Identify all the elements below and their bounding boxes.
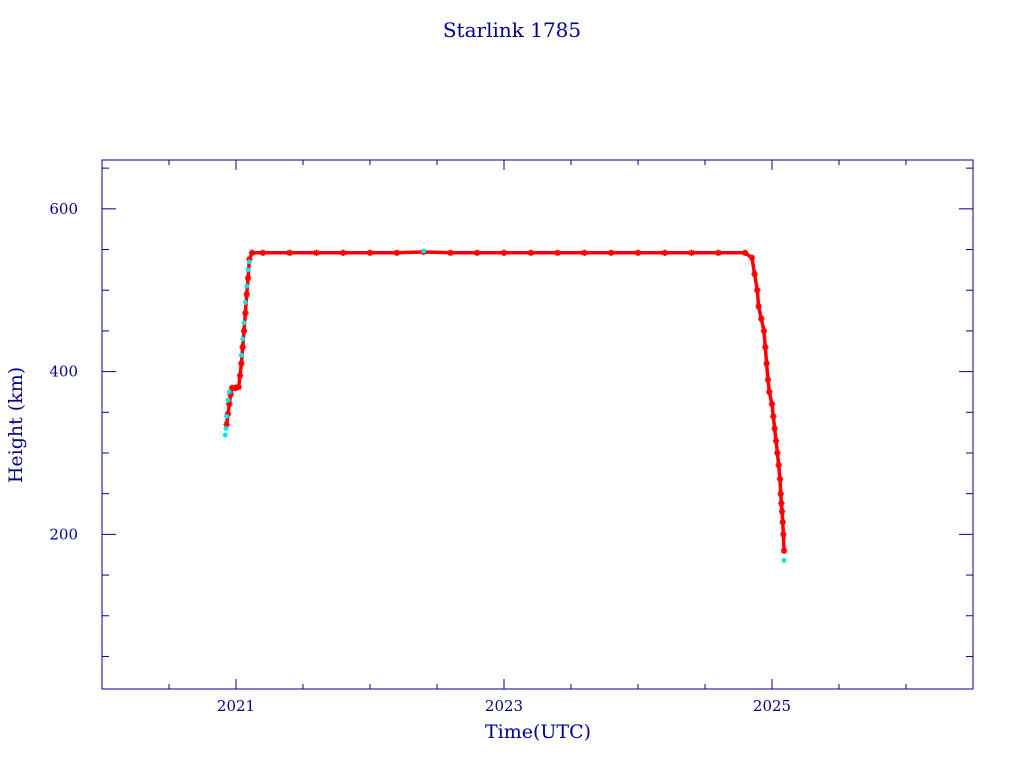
data-point-secondary <box>781 558 787 563</box>
x-tick-label: 2021 <box>217 697 255 715</box>
data-point-main <box>366 249 374 256</box>
data-point-main <box>581 249 588 256</box>
data-point-main <box>754 287 761 294</box>
data-point-secondary <box>225 397 231 403</box>
data-point-main <box>768 400 776 408</box>
data-point-main <box>776 475 784 483</box>
data-point-main <box>259 249 266 256</box>
data-point-secondary <box>226 389 232 395</box>
y-tick-label: 400 <box>49 363 78 381</box>
data-point-main <box>755 303 762 310</box>
y-tick-label: 600 <box>49 200 78 218</box>
data-point-main <box>688 249 695 256</box>
data-point-main <box>751 270 758 278</box>
data-point-main <box>242 309 249 317</box>
data-point-main <box>774 449 781 457</box>
data-point-main <box>772 437 780 444</box>
data-point-secondary <box>241 320 247 326</box>
data-point-main <box>500 249 508 256</box>
y-axis-label: Height (km) <box>5 367 27 483</box>
data-point-main <box>474 249 481 256</box>
data-point-main <box>771 425 778 432</box>
data-point-main <box>232 384 240 392</box>
data-point-secondary <box>242 300 248 305</box>
data-point-main <box>778 500 785 507</box>
data-point-secondary <box>240 336 246 342</box>
data-point-main <box>236 372 244 379</box>
data-point-main <box>393 249 400 256</box>
data-point-main <box>226 400 233 408</box>
data-point-secondary <box>244 283 250 289</box>
data-point-main <box>770 413 777 420</box>
data-point-main <box>223 421 230 428</box>
data-point-main <box>766 388 773 396</box>
data-point-main <box>608 249 615 256</box>
x-axis-label: Time(UTC) <box>485 721 591 743</box>
data-point-main <box>243 291 250 298</box>
data-point-main <box>764 376 772 383</box>
data-point-main <box>227 391 234 398</box>
data-point-main <box>239 343 246 351</box>
data-point-main <box>240 327 248 335</box>
data-point-main <box>780 547 788 554</box>
data-point-main <box>780 531 787 538</box>
data-point-main <box>447 249 454 256</box>
data-point-main <box>224 410 232 418</box>
data-point-secondary <box>223 426 229 431</box>
data-point-main <box>634 249 642 256</box>
data-points <box>222 248 788 563</box>
data-point-main <box>313 249 320 256</box>
plot-frame <box>101 159 974 690</box>
data-point-main <box>527 249 534 256</box>
data-point-main <box>235 383 242 391</box>
data-point-main <box>760 327 768 335</box>
data-point-main <box>238 360 245 367</box>
data-point-main <box>248 249 256 256</box>
data-point-main <box>286 249 293 256</box>
data-point-main <box>762 343 769 351</box>
data-point-main <box>758 315 765 322</box>
data-point-main <box>244 274 252 282</box>
data-point-main <box>748 254 756 261</box>
x-tick-label: 2025 <box>753 697 791 715</box>
data-point-main <box>777 490 784 497</box>
data-point-main <box>246 256 253 263</box>
data-point-main <box>778 508 786 515</box>
data-point-main <box>763 360 770 367</box>
data-point-secondary <box>421 248 426 254</box>
data-point-secondary <box>222 432 228 438</box>
data-point-main <box>775 461 782 469</box>
data-point-main <box>554 249 561 256</box>
data-point-secondary <box>245 267 251 273</box>
data-point-main <box>715 249 722 256</box>
data-point-secondary <box>247 259 252 265</box>
data-point-main <box>742 249 749 256</box>
axis-ticks <box>101 160 974 689</box>
chart-title: Starlink 1785 <box>443 18 581 42</box>
x-tick-label: 2023 <box>485 697 523 715</box>
data-point-secondary <box>238 352 244 358</box>
data-point-secondary <box>224 413 230 419</box>
tick-labels: 2021 2023 2025 200 400 600 <box>49 200 791 715</box>
data-point-main <box>661 249 668 256</box>
data-point-main <box>340 249 347 256</box>
y-tick-label: 200 <box>49 525 78 543</box>
data-point-main <box>779 518 786 526</box>
series-main-trace <box>224 250 786 551</box>
